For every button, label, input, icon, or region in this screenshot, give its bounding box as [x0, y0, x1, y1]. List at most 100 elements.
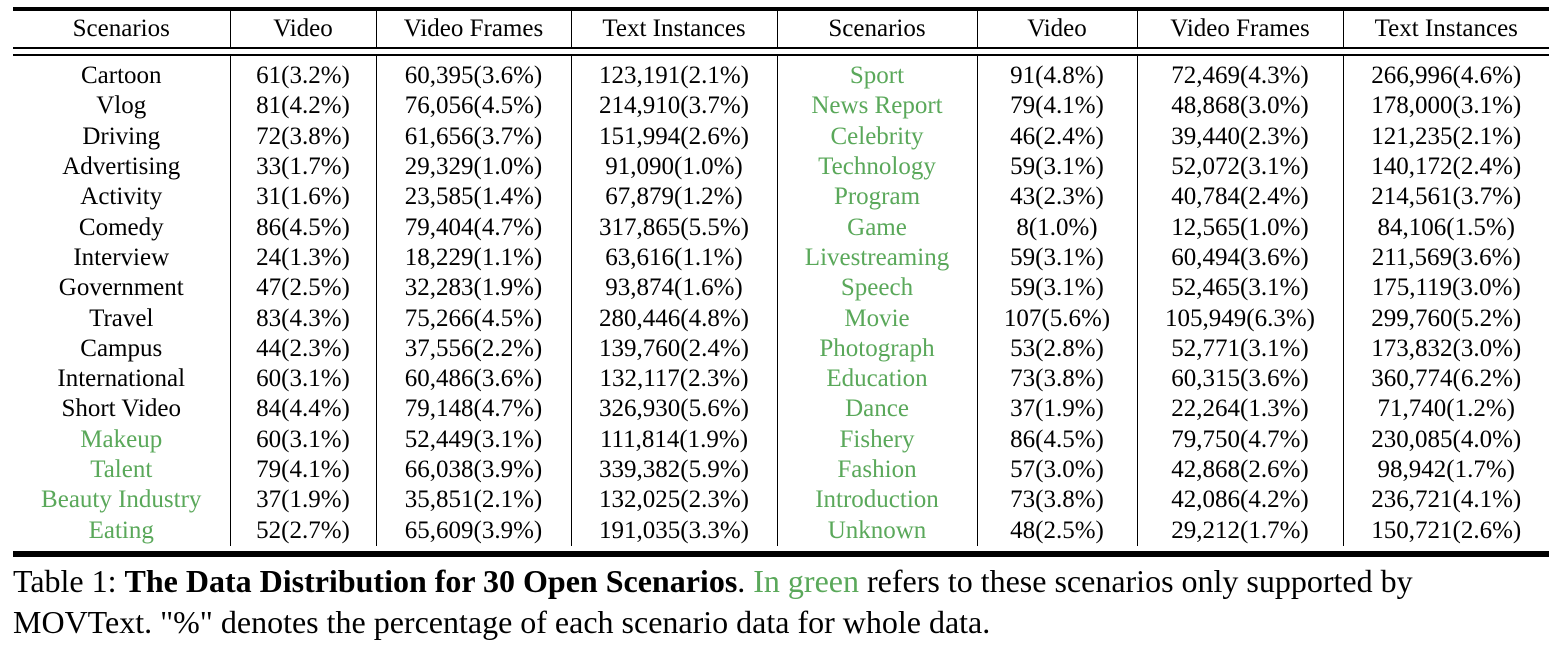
data-table-container: Scenarios Video Video Frames Text Instan…: [13, 7, 1549, 557]
table-row: Beauty Industry 37(1.9%) 35,851(2.1%) 132,0…: [13, 485, 1549, 516]
left-video-frames-cell: 52,449(3.1%): [376, 424, 572, 455]
left-video-frames-cell: 35,851(2.1%): [376, 485, 572, 516]
caption-title: The Data Distribution for 30 Open Scenar…: [124, 563, 738, 599]
body-table: Cartoon 61(3.2%) 60,395(3.6%) 123,191(2.1%)…: [13, 56, 1549, 546]
right-scenario-cell: Photograph: [777, 333, 978, 364]
right-video-frames-cell: 42,086(4.2%): [1137, 485, 1344, 516]
header-rule-upper: [13, 47, 1549, 49]
table-caption: Table 1: The Data Distribution for 30 Op…: [13, 561, 1549, 643]
left-video-frames-cell: 60,486(3.6%): [376, 363, 572, 395]
table-row: Eating 52(2.7%) 65,609(3.9%) 191,035(3.3%) U…: [13, 515, 1549, 546]
right-scenario-cell: Fishery: [777, 424, 978, 455]
header-row: Scenarios Video Video Frames Text Instan…: [13, 11, 1549, 47]
left-text-instances-cell: 91,090(1.0%): [571, 151, 778, 183]
right-video-cell: 8(1.0%): [977, 212, 1138, 243]
right-text-instances-cell: 71,740(1.2%): [1377, 395, 1515, 423]
table-row: Government 47(2.5%) 32,283(1.9%) 93,874(1.6…: [13, 273, 1549, 304]
left-scenario-cell: Beauty Industry: [13, 485, 231, 516]
right-video-cell: 73(3.8%): [977, 363, 1138, 395]
table-body: Cartoon 61(3.2%) 60,395(3.6%) 123,191(2.1%)…: [13, 56, 1549, 546]
right-video-frames-cell: 42,868(2.6%): [1137, 454, 1344, 486]
right-text-instances-cell: 360,774(6.2%): [1371, 365, 1522, 393]
table-row: Advertising 33(1.7%) 29,329(1.0%) 91,090(1.…: [13, 151, 1549, 183]
left-video-cell: 61(3.2%): [230, 56, 377, 92]
right-video-frames-cell: 48,868(3.0%): [1137, 91, 1344, 122]
left-video-cell: 33(1.7%): [230, 151, 377, 183]
left-video-cell: 47(2.5%): [230, 273, 377, 304]
right-scenario-cell: Unknown: [777, 515, 978, 546]
left-text-instances-cell: 139,760(2.4%): [571, 333, 778, 364]
table-row: Campus 44(2.3%) 37,556(2.2%) 139,760(2.4%) P…: [13, 333, 1549, 364]
left-scenario-cell: Talent: [13, 454, 231, 486]
right-video-frames-cell: 105,949(6.3%): [1137, 303, 1344, 334]
right-video-frames-cell: 29,212(1.7%): [1137, 515, 1344, 546]
right-text-instances-cell: 211,569(3.6%): [1371, 243, 1521, 271]
right-video-frames-cell: 40,784(2.4%): [1137, 182, 1344, 213]
right-video-frames-cell: 22,264(1.3%): [1137, 394, 1344, 425]
right-text-instances-cell: 98,942(1.7%): [1377, 456, 1515, 483]
right-video-cell: 91(4.8%): [977, 56, 1138, 92]
table-row: Short Video 84(4.4%) 79,148(4.7%) 326,930(5…: [13, 394, 1549, 425]
left-video-frames-cell: 37,556(2.2%): [376, 333, 572, 364]
left-video-cell: 60(3.1%): [230, 363, 377, 395]
left-video-frames-cell: 75,266(4.5%): [376, 303, 572, 334]
right-video-cell: 86(4.5%): [977, 424, 1138, 455]
header-table: Scenarios Video Video Frames Text Instan…: [13, 11, 1549, 47]
left-video-cell: 37(1.9%): [230, 485, 377, 516]
left-text-instances-cell: 132,025(2.3%): [571, 485, 778, 516]
left-scenario-cell: Campus: [13, 333, 231, 364]
table-row: Talent 79(4.1%) 66,038(3.9%) 339,382(5.9%) F…: [13, 454, 1549, 486]
col-header-text-instances: Text Instances: [571, 11, 778, 47]
left-video-cell: 83(4.3%): [230, 303, 377, 334]
left-video-frames-cell: 66,038(3.9%): [376, 454, 572, 486]
left-text-instances-cell: 123,191(2.1%): [571, 56, 778, 92]
left-video-frames-cell: 65,609(3.9%): [376, 515, 572, 546]
caption-label: Table 1:: [13, 563, 125, 599]
col-header-video-frames: Video Frames: [376, 11, 572, 47]
right-scenario-cell: Program: [777, 182, 978, 213]
left-scenario-cell: International: [13, 363, 231, 395]
right-video-frames-cell: 79,750(4.7%): [1137, 424, 1344, 455]
right-text-instances-cell: 173,832(3.0%): [1371, 334, 1522, 362]
left-scenario-cell: Vlog: [13, 91, 231, 122]
left-video-frames-cell: 61,656(3.7%): [376, 121, 572, 152]
right-video-frames-cell: 60,315(3.6%): [1137, 363, 1344, 395]
right-video-cell: 79(4.1%): [977, 91, 1138, 122]
right-text-instances-cell: 84,106(1.5%): [1377, 213, 1515, 241]
left-video-cell: 86(4.5%): [230, 212, 377, 243]
right-text-instances-cell: 175,119(3.0%): [1371, 274, 1521, 302]
right-text-instances-cell: 236,721(4.1%): [1371, 486, 1522, 514]
left-video-cell: 44(2.3%): [230, 333, 377, 364]
left-video-cell: 79(4.1%): [230, 454, 377, 486]
col-header-text-instances-2: Text Instances: [1374, 15, 1518, 42]
left-scenario-cell: Cartoon: [13, 56, 231, 92]
right-video-cell: 46(2.4%): [977, 121, 1138, 152]
right-video-frames-cell: 52,465(3.1%): [1137, 273, 1344, 304]
left-scenario-cell: Travel: [13, 303, 231, 334]
right-scenario-cell: Introduction: [777, 485, 978, 516]
left-video-frames-cell: 32,283(1.9%): [376, 273, 572, 304]
left-video-cell: 81(4.2%): [230, 91, 377, 122]
right-video-frames-cell: 52,771(3.1%): [1137, 333, 1344, 364]
table-row: Comedy 86(4.5%) 79,404(4.7%) 317,865(5.5%) G…: [13, 212, 1549, 243]
right-scenario-cell: Celebrity: [777, 121, 978, 152]
right-video-cell: 57(3.0%): [977, 454, 1138, 486]
table-row: Activity 31(1.6%) 23,585(1.4%) 67,879(1.2%)…: [13, 182, 1549, 213]
right-scenario-cell: Fashion: [777, 454, 978, 486]
table-row: Interview 24(1.3%) 18,229(1.1%) 63,616(1.1%…: [13, 242, 1549, 274]
right-video-cell: 48(2.5%): [977, 515, 1138, 546]
left-text-instances-cell: 151,994(2.6%): [571, 121, 778, 152]
left-text-instances-cell: 67,879(1.2%): [571, 182, 778, 213]
right-text-instances-cell: 178,000(3.1%): [1371, 92, 1522, 120]
left-scenario-cell: Interview: [13, 242, 231, 274]
right-text-instances-cell: 266,996(4.6%): [1371, 62, 1522, 90]
table-row: Vlog 81(4.2%) 76,056(4.5%) 214,910(3.7%) New…: [13, 91, 1549, 122]
right-scenario-cell: Dance: [777, 394, 978, 425]
table-row: International 60(3.1%) 60,486(3.6%) 132,117…: [13, 363, 1549, 395]
right-video-cell: 59(3.1%): [977, 242, 1138, 274]
right-text-instances-cell: 140,172(2.4%): [1371, 153, 1522, 181]
left-text-instances-cell: 339,382(5.9%): [571, 454, 778, 486]
right-video-cell: 59(3.1%): [977, 273, 1138, 304]
left-video-cell: 52(2.7%): [230, 515, 377, 546]
right-video-frames-cell: 12,565(1.0%): [1137, 212, 1344, 243]
